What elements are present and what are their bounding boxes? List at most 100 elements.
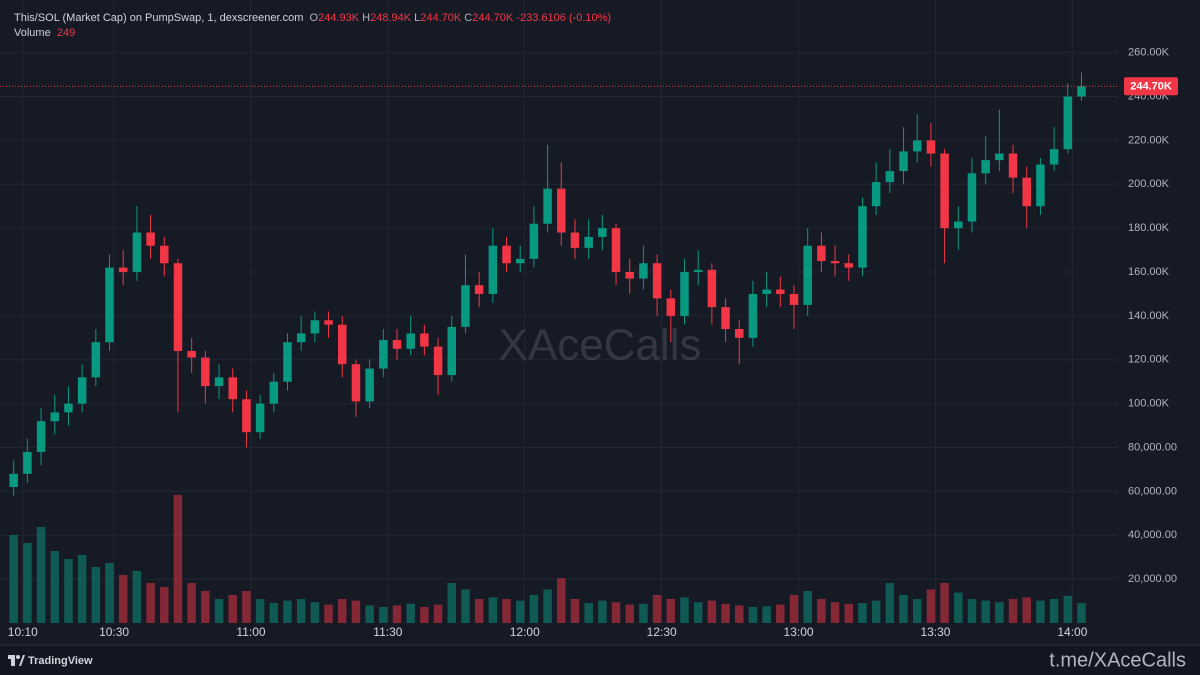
volume-bar bbox=[1049, 599, 1059, 623]
volume-bar bbox=[433, 604, 443, 623]
candle-body bbox=[146, 232, 155, 246]
candle-body bbox=[23, 451, 32, 474]
volume-bar bbox=[967, 599, 977, 623]
tradingview-logo bbox=[8, 655, 25, 666]
volume-bar bbox=[146, 583, 155, 623]
volume-bar bbox=[255, 599, 265, 623]
volume-bar bbox=[803, 591, 812, 623]
volume-bar bbox=[693, 602, 703, 623]
candle-body bbox=[762, 289, 771, 294]
candle-body bbox=[351, 364, 361, 402]
volume-bar bbox=[173, 495, 183, 623]
candle-body bbox=[899, 151, 908, 172]
candle-body bbox=[625, 272, 634, 279]
candle-body bbox=[515, 258, 525, 264]
y-tick-label: 160.00K bbox=[1128, 266, 1170, 278]
candle-body bbox=[296, 333, 306, 343]
watermark: XAceCalls bbox=[499, 321, 702, 370]
candle-body bbox=[776, 289, 785, 294]
candle-body bbox=[611, 228, 621, 273]
candle-body bbox=[105, 267, 114, 343]
candle-body bbox=[858, 206, 867, 268]
volume-bar bbox=[461, 589, 470, 623]
volume-bar bbox=[1008, 599, 1018, 623]
candle-body bbox=[392, 340, 402, 349]
volume-bar bbox=[474, 599, 484, 623]
y-tick-label: 180.00K bbox=[1128, 222, 1170, 234]
x-tick-label: 12:00 bbox=[510, 625, 540, 639]
o-label: O bbox=[309, 12, 319, 24]
volume-bar bbox=[50, 551, 60, 623]
volume-bar bbox=[310, 602, 320, 623]
volume-bar bbox=[1036, 600, 1045, 623]
candle-body bbox=[228, 377, 237, 400]
candle-body bbox=[529, 223, 539, 259]
volume-bar bbox=[392, 605, 402, 623]
candle-body bbox=[639, 263, 648, 279]
candle-body bbox=[132, 232, 142, 273]
volume-bar bbox=[584, 603, 593, 623]
candle-body bbox=[160, 245, 169, 264]
y-tick-label: 220.00K bbox=[1128, 134, 1170, 146]
volume-bar bbox=[789, 595, 799, 623]
volume-bar bbox=[639, 603, 648, 623]
volume-bar bbox=[652, 595, 662, 623]
volume-bar bbox=[338, 599, 347, 623]
candle-body bbox=[447, 326, 457, 376]
candle-body bbox=[77, 377, 87, 404]
volume-bar bbox=[365, 605, 374, 623]
volume-bar bbox=[995, 602, 1004, 623]
volume-bar bbox=[611, 602, 621, 623]
volume-bar bbox=[201, 591, 210, 623]
candle-body bbox=[666, 298, 676, 316]
h-value: 248.94K bbox=[370, 12, 412, 24]
volume-bar bbox=[735, 605, 744, 623]
candle-body bbox=[379, 340, 388, 369]
volume-bar bbox=[242, 591, 251, 623]
candle-body bbox=[214, 377, 224, 387]
volume-bar bbox=[1022, 597, 1031, 623]
c-value: 244.70K bbox=[472, 12, 514, 24]
candle-body bbox=[1036, 164, 1045, 207]
candle-body bbox=[324, 320, 333, 325]
volume-bar bbox=[598, 600, 607, 623]
candle-body bbox=[420, 333, 429, 347]
candle-body bbox=[557, 188, 566, 233]
y-tick-label: 60,000.00 bbox=[1128, 485, 1177, 497]
ohlc-row: This/SOL (Market Cap) on PumpSwap, 1, de… bbox=[14, 11, 611, 26]
candle-body bbox=[570, 232, 580, 248]
x-tick-label: 14:00 bbox=[1057, 625, 1087, 639]
candles bbox=[9, 72, 1086, 496]
y-tick-label: 200.00K bbox=[1128, 178, 1170, 190]
volume-bar bbox=[91, 567, 101, 623]
volume-bar bbox=[940, 583, 949, 623]
volume-bar bbox=[228, 595, 237, 623]
candle-body bbox=[201, 357, 210, 387]
candle-body bbox=[310, 320, 320, 334]
candle-body bbox=[871, 182, 881, 207]
volume-bars bbox=[9, 495, 1086, 623]
candle-body bbox=[502, 245, 511, 264]
volume-bar bbox=[817, 599, 826, 623]
candle-body bbox=[50, 412, 60, 422]
volume-bar bbox=[680, 597, 689, 623]
volume-bar bbox=[912, 599, 922, 623]
volume-bar bbox=[830, 602, 840, 623]
candle-body bbox=[9, 473, 18, 487]
candle-body bbox=[735, 329, 744, 338]
candle-body bbox=[1049, 149, 1059, 165]
logo-part bbox=[16, 655, 20, 659]
volume-row: Volume 249 bbox=[14, 26, 611, 41]
candle-body bbox=[584, 236, 593, 248]
volume-bar bbox=[926, 589, 936, 623]
volume-bar bbox=[543, 589, 552, 623]
candle-body bbox=[995, 153, 1004, 161]
volume-bar bbox=[721, 603, 730, 623]
candle-body bbox=[283, 342, 292, 382]
candle-body bbox=[474, 285, 484, 294]
volume-bar bbox=[187, 583, 196, 623]
volume-bar bbox=[269, 603, 279, 623]
candle-body bbox=[817, 245, 826, 262]
